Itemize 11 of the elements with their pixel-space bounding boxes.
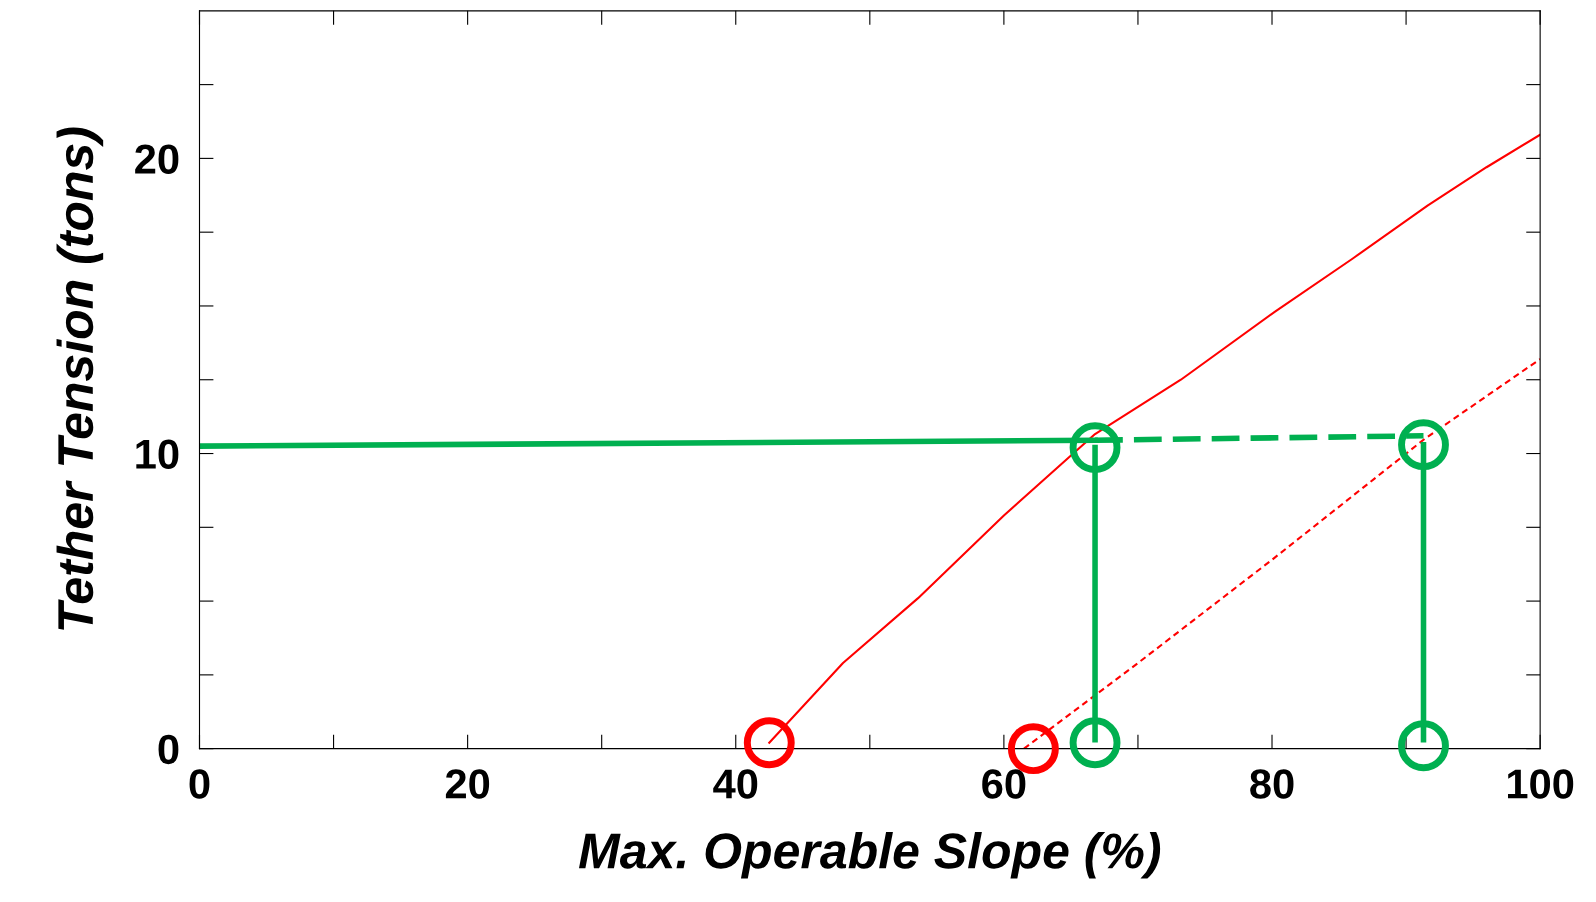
y-tick-label: 10 [136,439,179,470]
x-tick-label: 20 [445,769,490,799]
x-tick-label: 0 [189,769,210,799]
y-axis-title: Tether Tension (tons) [56,127,104,630]
x-axis-title: Max. Operable Slope (%) [578,831,1161,879]
x-tick-label: 60 [982,769,1026,799]
x-tick-label: 80 [1250,769,1294,799]
x-tick-label: 40 [713,769,758,799]
x-tick-label: 100 [1508,769,1574,799]
y-tick-label: 20 [135,144,179,174]
y-tick-label: 0 [158,734,179,765]
